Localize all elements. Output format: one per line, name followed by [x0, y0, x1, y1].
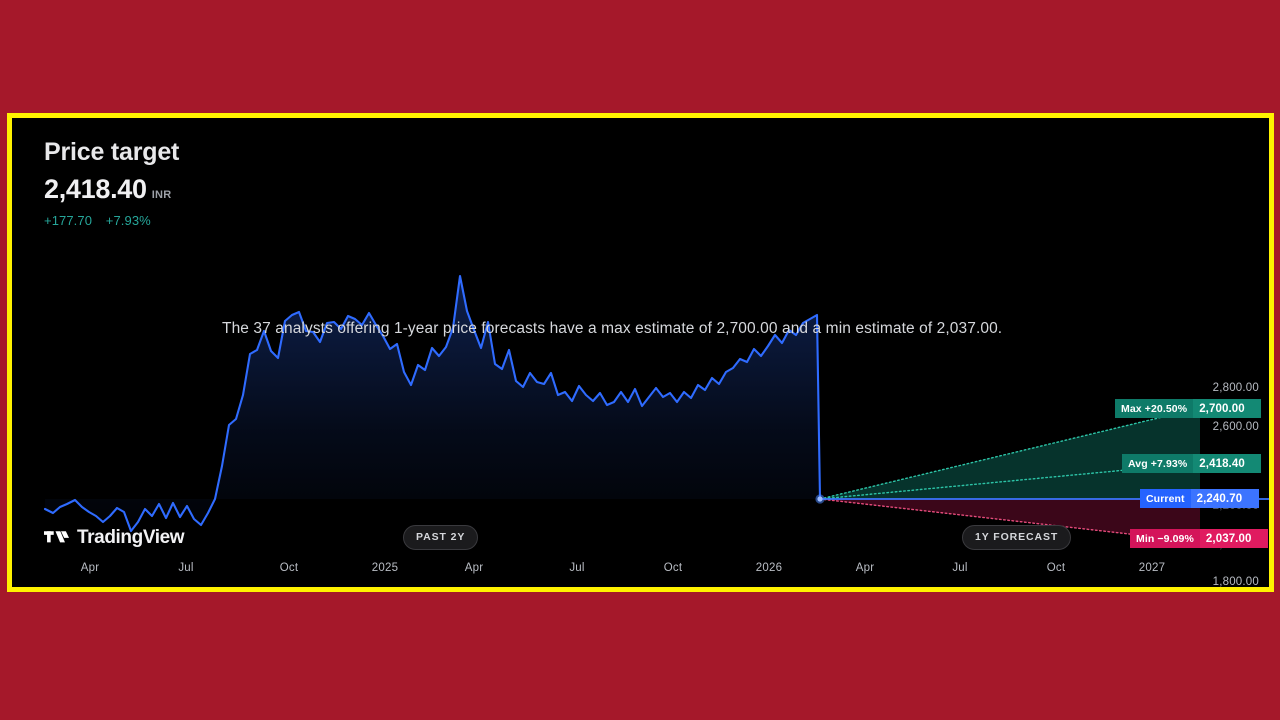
change-absolute: +177.70 — [44, 213, 93, 228]
label-avg-value: 2,418.40 — [1193, 454, 1262, 473]
x-tick-1: Jul — [178, 562, 194, 574]
price-target-value: 2,418.40 — [44, 174, 147, 204]
price-change-row: +177.70 +7.93% — [44, 213, 179, 228]
x-tick-4: Apr — [464, 562, 484, 574]
y-tick-2800: 2,800.00 — [1212, 382, 1259, 394]
price-row: 2,418.40 INR — [44, 176, 179, 203]
label-current-tag: Current — [1140, 489, 1191, 508]
label-min-value: 2,037.00 — [1199, 529, 1268, 548]
forecast-max-line — [819, 407, 1201, 500]
forecast-avg-line — [819, 462, 1201, 500]
label-current-value: 2,240.70 — [1190, 489, 1259, 508]
label-max-value: 2,700.00 — [1193, 399, 1262, 418]
forecast-description: The 37 analysts offering 1-year price fo… — [222, 320, 1003, 337]
current-price-dot-core — [817, 496, 823, 502]
y-tick-2600: 2,600.00 — [1212, 421, 1259, 433]
label-current[interactable]: Current 2,240.70 — [1140, 489, 1259, 508]
panel-header: Price target 2,418.40 INR +177.70 +7.93% — [44, 138, 180, 229]
label-min-tag: Min −9.09% — [1130, 529, 1200, 548]
label-avg-tag: Avg +7.93% — [1122, 454, 1194, 473]
price-axis: 2,800.00 2,600.00 2,200.00 2,000.00 1,80… — [1187, 118, 1259, 587]
label-min[interactable]: Min −9.09% 2,037.00 — [1130, 529, 1268, 548]
x-tick-0: Apr — [80, 562, 100, 574]
x-tick-5: Jul — [569, 562, 585, 574]
tradingview-logo-text: TradingView — [77, 527, 185, 548]
price-target-chart — [12, 118, 1269, 587]
historical-area-fill — [45, 276, 820, 531]
badge-1y-forecast[interactable]: 1Y FORECAST — [962, 525, 1072, 550]
x-tick-11: 2027 — [1138, 562, 1166, 574]
label-max-tag: Max +20.50% — [1115, 399, 1194, 418]
badge-past-2y[interactable]: PAST 2Y — [403, 525, 479, 550]
label-max[interactable]: Max +20.50% 2,700.00 — [1115, 399, 1262, 418]
page-title: Price target — [44, 138, 180, 166]
historical-price-line — [43, 274, 822, 533]
x-tick-2: Oct — [279, 562, 299, 574]
change-percent: +7.93% — [105, 213, 151, 228]
y-tick-1800: 1,800.00 — [1212, 576, 1259, 587]
x-tick-9: Jul — [952, 562, 968, 574]
x-tick-8: Apr — [855, 562, 875, 574]
highlight-frame: Price target 2,418.40 INR +177.70 +7.93%… — [7, 113, 1274, 592]
x-tick-6: Oct — [663, 562, 683, 574]
x-tick-7: 2026 — [755, 562, 783, 574]
currency-label: INR — [151, 189, 172, 201]
label-avg[interactable]: Avg +7.93% 2,418.40 — [1122, 454, 1262, 473]
tradingview-logo[interactable]: TradingView — [44, 527, 185, 548]
x-tick-3: 2025 — [371, 562, 399, 574]
tradingview-logo-icon — [44, 531, 69, 543]
price-target-panel: Price target 2,418.40 INR +177.70 +7.93%… — [12, 118, 1269, 587]
x-tick-10: Oct — [1046, 562, 1066, 574]
